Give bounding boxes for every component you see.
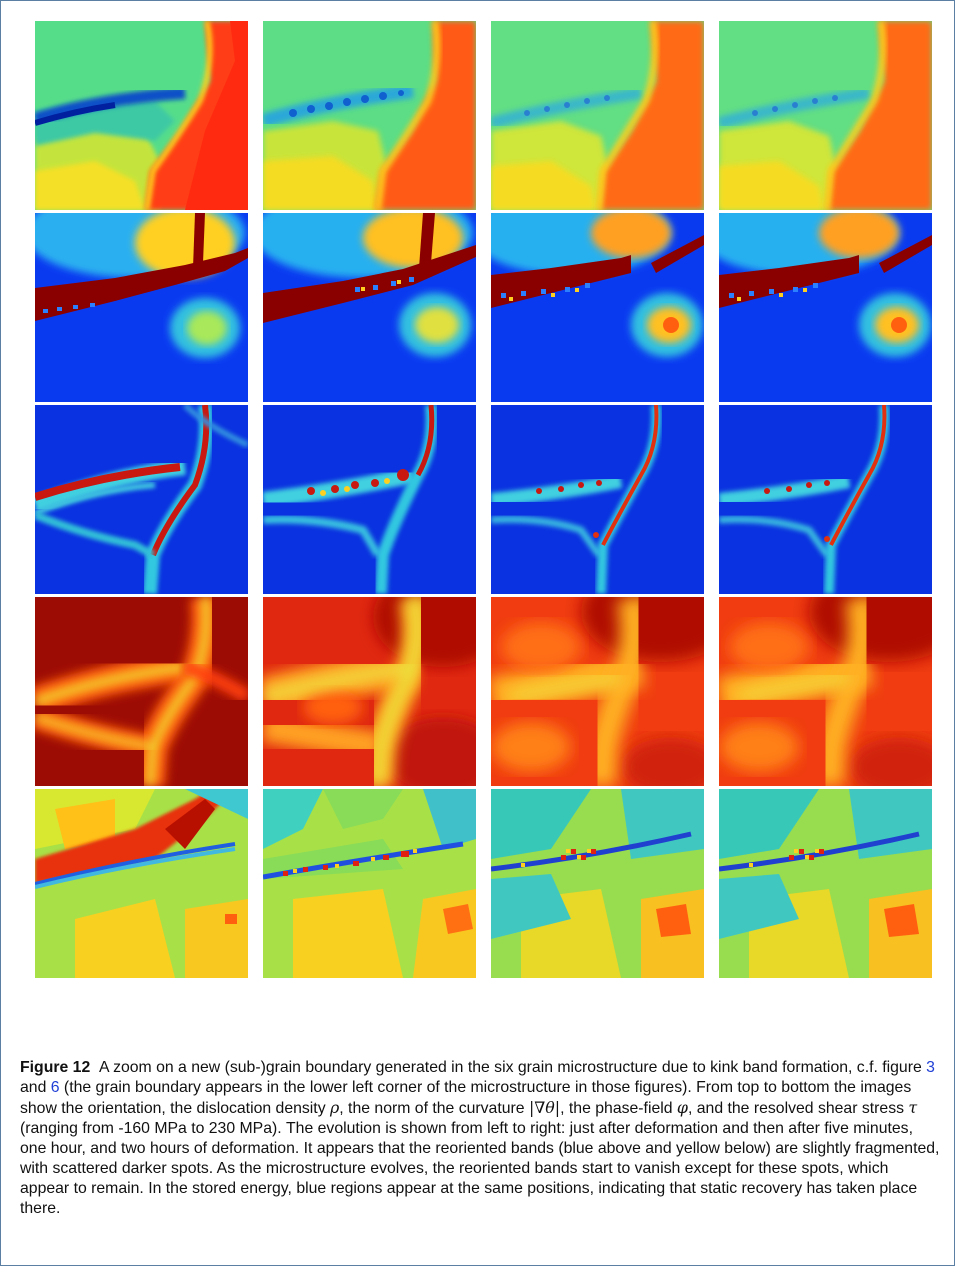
caption-text-6: , and the resolved shear stress: [687, 1100, 909, 1117]
panel-density-t2: [491, 213, 704, 402]
symbol-tau: τ: [908, 1098, 918, 1117]
panel-density-t1: [263, 213, 476, 402]
caption-text-7: (ranging from -160 MPa to 230 MPa). The …: [20, 1120, 940, 1217]
panel-orientation-t3: [719, 21, 932, 210]
caption-text-3: (the grain boundary appears in the lower…: [20, 1079, 912, 1117]
panel-orientation-t1: [263, 21, 476, 210]
panel-stress-t1: [263, 789, 476, 978]
panel-stress-t0: [35, 789, 248, 978]
panel-density-t0: [35, 213, 248, 402]
panel-phasefield-t2: [491, 597, 704, 786]
caption-text-1: A zoom on a new (sub-)grain boundary gen…: [99, 1059, 927, 1076]
panel-stress-t2: [491, 789, 704, 978]
panel-density-t3: [719, 213, 932, 402]
caption-text-5: , the phase-field: [560, 1100, 677, 1117]
panel-curvature-t1: [263, 405, 476, 594]
symbol-phi: φ: [676, 1098, 688, 1117]
panel-phasefield-t3: [719, 597, 932, 786]
caption-text-4: , the norm of the curvature: [339, 1100, 529, 1117]
figure-label: Figure 12: [20, 1059, 91, 1076]
figure-caption: Figure 12 A zoom on a new (sub-)grain bo…: [20, 1058, 940, 1219]
panel-orientation-t0: [35, 21, 248, 210]
panel-stress-t3: [719, 789, 932, 978]
panel-curvature-t2: [491, 405, 704, 594]
symbol-rho: ρ: [329, 1098, 340, 1117]
panel-curvature-t0: [35, 405, 248, 594]
panel-phasefield-t1: [263, 597, 476, 786]
figure-ref-6[interactable]: 6: [50, 1079, 60, 1096]
caption-text-2: and: [20, 1079, 51, 1096]
panel-orientation-t2: [491, 21, 704, 210]
symbol-curvature: |∇θ|: [528, 1098, 561, 1117]
figure-ref-3[interactable]: 3: [926, 1059, 935, 1076]
panel-curvature-t3: [719, 405, 932, 594]
panel-phasefield-t0: [35, 597, 248, 786]
